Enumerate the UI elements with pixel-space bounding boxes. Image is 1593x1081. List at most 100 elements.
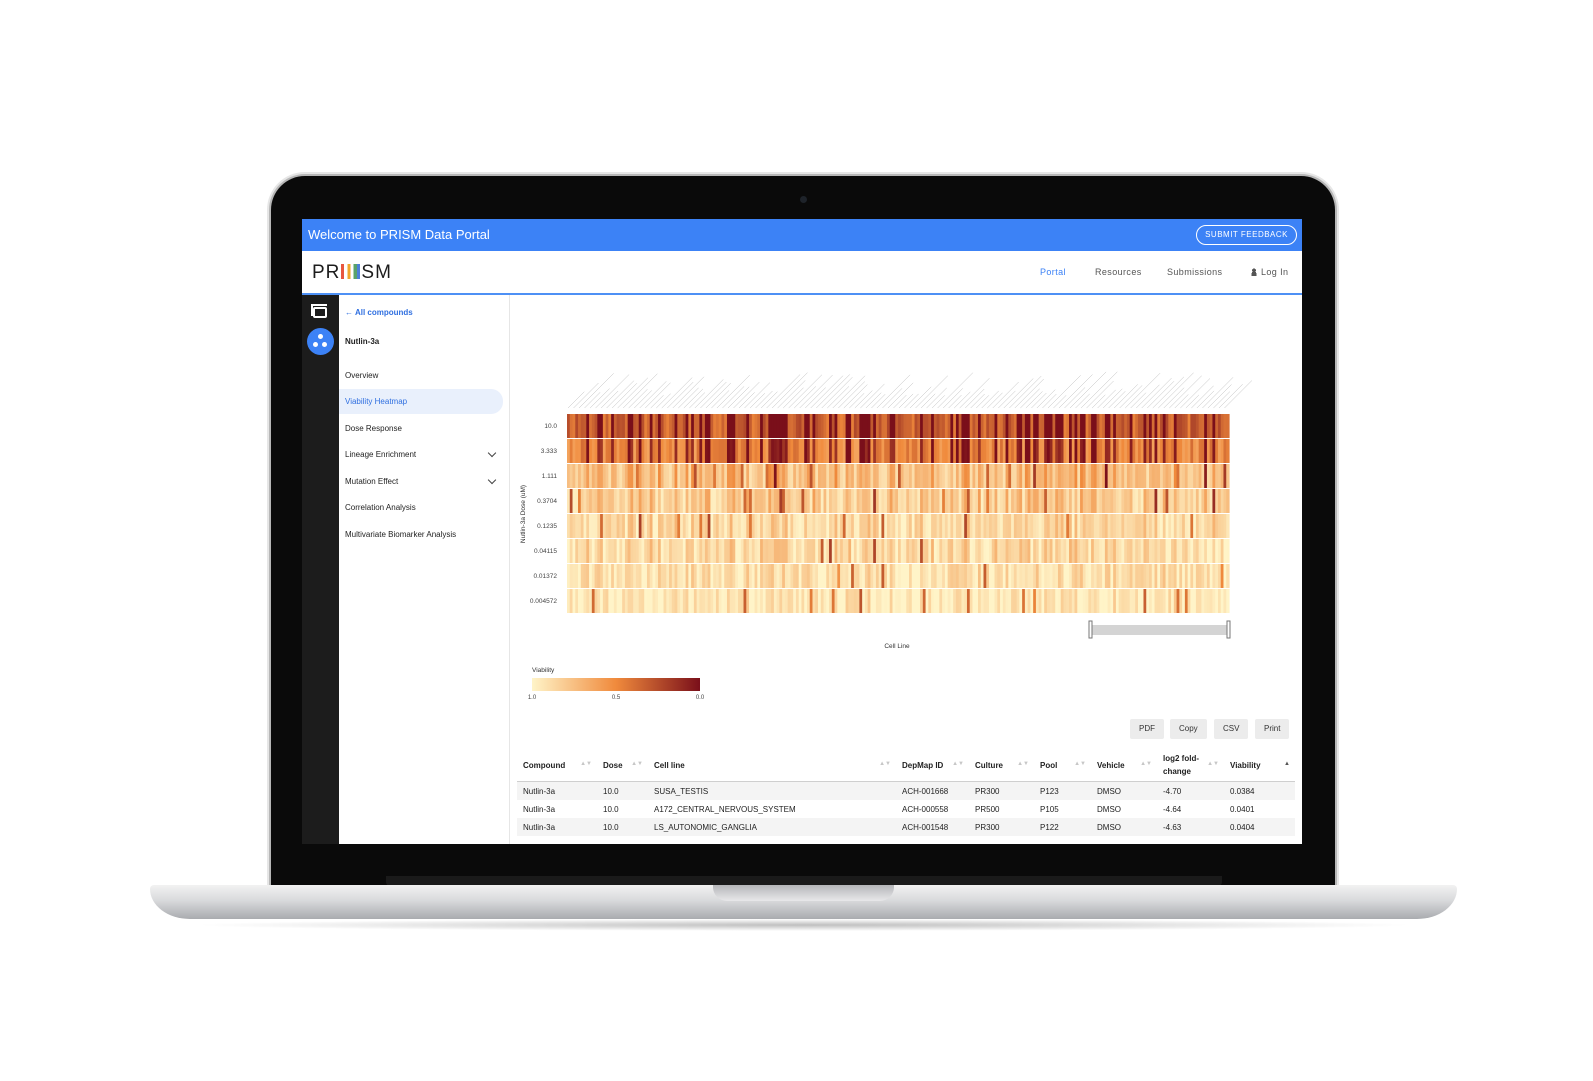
heatmap-cell [583, 514, 587, 538]
heatmap-cell [787, 439, 792, 463]
heatmap-cell [1124, 414, 1128, 438]
heatmap-cell [1184, 464, 1189, 488]
menu-lineage-enrichment[interactable]: Lineage Enrichment [339, 442, 503, 467]
heatmap-cell [594, 489, 598, 513]
heatmap-cell [1030, 589, 1034, 613]
nav-resources[interactable]: Resources [1095, 267, 1142, 277]
submit-feedback-button[interactable]: SUBMIT FEEDBACK [1196, 225, 1297, 245]
menu-viability-heatmap[interactable]: Viability Heatmap [339, 389, 503, 414]
heatmap-cell [878, 564, 883, 588]
login-link[interactable]: Log In [1250, 267, 1288, 277]
heatmap-cell [638, 539, 643, 563]
heatmap-cell [1154, 589, 1158, 613]
heatmap-cell [892, 464, 896, 488]
menu-multivariate-biomarker[interactable]: Multivariate Biomarker Analysis [345, 530, 457, 539]
menu-correlation-analysis[interactable]: Correlation Analysis [345, 503, 416, 512]
heatmap-cell [1000, 414, 1004, 438]
logo-bars-icon [341, 264, 361, 279]
heatmap-cell [1000, 539, 1004, 563]
menu-overview[interactable]: Overview [345, 371, 379, 380]
heatmap-cell [608, 414, 612, 438]
heatmap-cell [1019, 514, 1023, 538]
heatmap-cell [652, 464, 656, 488]
prism-logo[interactable]: PR SM [312, 262, 392, 284]
heatmap-cell [782, 514, 786, 538]
heatmap-cell [1057, 514, 1062, 538]
all-compounds-link[interactable]: ← All compounds [345, 308, 413, 317]
heatmap-cell [906, 539, 910, 563]
nav-submissions[interactable]: Submissions [1167, 267, 1223, 277]
col-cell-line[interactable]: Cell line ▲▼ [648, 749, 896, 782]
csv-button[interactable]: CSV [1214, 719, 1249, 739]
heatmap-cell [950, 589, 954, 613]
col-vehicle[interactable]: Vehicle ▲▼ [1091, 749, 1157, 782]
print-button[interactable]: Print [1255, 719, 1290, 739]
cell-line-tick-label [794, 386, 817, 409]
heatmap-cell [1022, 539, 1026, 563]
heatmap-cell [1157, 414, 1161, 438]
heatmap-cell [1187, 489, 1191, 513]
heatmap-cell [1201, 414, 1205, 438]
heatmap-cell [920, 564, 924, 588]
heatmap-cell [1149, 514, 1153, 538]
menu-mutation-effect[interactable]: Mutation Effect [339, 469, 503, 494]
heatmap-cell [729, 564, 734, 588]
pdf-button[interactable]: PDF [1130, 719, 1164, 739]
heatmap-cell [1187, 514, 1191, 538]
heatmap-cell [674, 489, 678, 513]
col-culture[interactable]: Culture ▲▼ [969, 749, 1034, 782]
col-viability[interactable]: Viability ▲ [1224, 749, 1295, 782]
heatmap-cell [1162, 589, 1167, 613]
col-compound[interactable]: Compound ▲▼ [517, 749, 597, 782]
heatmap-cell [997, 564, 1001, 588]
heatmap-cell [848, 439, 852, 463]
heatmap-cell [726, 514, 731, 538]
heatmap-cell [691, 564, 695, 588]
cell-line-tick-label [1036, 389, 1056, 409]
heatmap-cell [1171, 414, 1175, 438]
heatmap-cell [784, 564, 789, 588]
heatmap-cell [906, 414, 910, 438]
heatmap-cell [1102, 489, 1106, 513]
nav-portal[interactable]: Portal [1040, 267, 1066, 277]
heatmap-cell [928, 589, 932, 613]
heatmap-cell [886, 564, 891, 588]
cell-line-tick-label [1185, 394, 1200, 409]
heatmap-cell [1088, 489, 1092, 513]
heatmap-cell [641, 589, 645, 613]
heatmap-cell [955, 589, 960, 613]
heatmap-cell [754, 439, 758, 463]
heatmap-cell [1160, 489, 1164, 513]
col-depmap-id[interactable]: DepMap ID ▲▼ [896, 749, 969, 782]
copy-button[interactable]: Copy [1170, 719, 1207, 739]
heatmap-cell [602, 439, 607, 463]
viability-heatmap-chart[interactable]: 10.03.3331.1110.37040.12350.041150.01372… [510, 295, 1302, 705]
heatmap-cell [898, 539, 902, 563]
heatmap-cell [682, 589, 687, 613]
menu-dose-response[interactable]: Dose Response [345, 424, 402, 433]
heatmap-cell [1093, 489, 1098, 513]
heatmap-cell [1193, 564, 1197, 588]
heatmap-cell [1057, 464, 1062, 488]
heatmap-cell [972, 439, 976, 463]
heatmap-cell [771, 464, 775, 488]
heatmap-cell [630, 414, 634, 438]
heatmap-cell [677, 564, 681, 588]
cell-line-tick-label [965, 388, 985, 409]
heatmap-cell [845, 564, 849, 588]
col-pool[interactable]: Pool ▲▼ [1034, 749, 1091, 782]
col-log2-fold-change[interactable]: log2 fold-change ▲▼ [1157, 749, 1224, 782]
heatmap-cell [820, 464, 825, 488]
heatmap-cell [1209, 564, 1214, 588]
compound-icon[interactable] [307, 328, 334, 355]
heatmap-cell [864, 464, 869, 488]
heatmap-cell [848, 414, 852, 438]
col-dose[interactable]: Dose ▲▼ [597, 749, 648, 782]
heatmap-cell [1071, 514, 1076, 538]
heatmap-cell [815, 439, 819, 463]
col-label: DepMap ID [902, 760, 944, 770]
folder-icon[interactable] [311, 304, 327, 318]
heatmap-cell [1104, 439, 1109, 463]
heatmap-cell [911, 514, 916, 538]
heatmap-cell [787, 489, 792, 513]
